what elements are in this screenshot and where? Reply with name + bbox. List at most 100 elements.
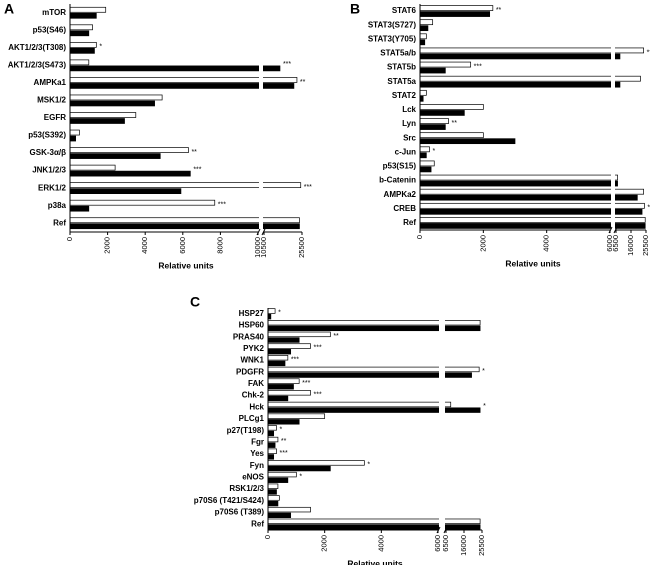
category-label: Chk-2: [242, 391, 265, 400]
x-tick-label: 16000: [459, 535, 468, 556]
bar: [419, 5, 494, 11]
panel: C HSP27 HSP60 PRAS40 PYK2 WNK1 PDGFR FAK Chk-2 Hc…: [190, 294, 486, 565]
bar: [267, 366, 480, 373]
bar: [267, 465, 331, 472]
panel-label: B: [350, 1, 360, 17]
bar: [419, 124, 446, 130]
bar: [267, 489, 277, 495]
x-tick-label: 10000: [253, 237, 262, 258]
x-tick-label: 6000: [178, 237, 187, 254]
bar: [267, 413, 326, 419]
category-label: CREB: [393, 204, 416, 213]
significance: *: [367, 462, 370, 469]
bar: [69, 94, 163, 101]
bar: [419, 152, 427, 159]
category-label: p53(S15): [383, 162, 417, 171]
bar: [419, 11, 491, 17]
bar: [419, 75, 641, 82]
bar: [419, 194, 638, 201]
significance: *: [433, 148, 436, 155]
x-tick-label: 4000: [140, 237, 149, 254]
category-label: STAT3(Y705): [368, 34, 416, 43]
bar: [267, 308, 276, 314]
category-label: p38a: [48, 201, 67, 210]
category-label: p53(S392): [28, 131, 66, 140]
bar: [419, 166, 432, 173]
bar: [419, 61, 472, 68]
bar: [419, 104, 484, 110]
significance: ***: [193, 166, 201, 173]
bar: [267, 495, 280, 501]
bar: [419, 53, 621, 60]
category-label: STAT2: [392, 91, 417, 100]
bar: [267, 395, 289, 402]
category-label: STAT5a: [387, 77, 416, 86]
bar: [267, 448, 277, 454]
significance: ***: [474, 63, 482, 70]
break-mark: [608, 226, 613, 234]
category-label: Ref: [403, 218, 416, 227]
axis-break: [611, 2, 615, 234]
category-label: Lck: [402, 105, 416, 114]
bar: [419, 81, 621, 88]
significance: *: [278, 310, 281, 317]
significance: **: [281, 438, 287, 445]
break-mark: [256, 228, 261, 236]
x-tick-label: 6500: [611, 235, 620, 252]
significance: ***: [304, 184, 312, 191]
bar: [267, 384, 294, 390]
bar: [267, 430, 275, 437]
significance: *: [482, 368, 485, 375]
significance: ***: [280, 450, 288, 457]
axis-break: [259, 2, 263, 236]
bar: [419, 132, 484, 139]
x-tick-label: 6500: [441, 535, 450, 552]
significance: ***: [647, 49, 650, 56]
bar: [69, 164, 116, 171]
bar: [267, 477, 289, 483]
bar: [419, 67, 446, 74]
significance: ***: [283, 61, 291, 68]
significance: *: [483, 403, 486, 410]
category-label: RSK1/2/3: [229, 484, 264, 493]
bar: [69, 135, 76, 142]
bar: [69, 112, 137, 118]
bar: [267, 343, 311, 349]
bar: [69, 153, 161, 159]
significance: **: [333, 333, 339, 340]
x-tick-label: 4000: [376, 535, 385, 552]
significance: **: [191, 149, 197, 156]
category-label: Hck: [249, 402, 264, 411]
category-label: p70S6 (T389): [215, 508, 265, 517]
bar: [419, 146, 430, 153]
category-label: p27(T198): [227, 426, 265, 435]
bar: [267, 349, 292, 355]
category-label: Fgr: [251, 437, 264, 446]
panel-label: C: [190, 294, 200, 310]
bar: [419, 25, 429, 32]
x-axis-label: Relative units: [505, 258, 561, 268]
category-label: Lyn: [402, 119, 416, 128]
bar: [419, 208, 643, 215]
category-label: WNK1: [240, 356, 264, 365]
bar: [69, 30, 90, 37]
category-label: mTOR: [42, 8, 66, 17]
bar: [267, 460, 365, 466]
break-mark: [436, 526, 441, 534]
bar: [419, 118, 449, 124]
x-tick-label: 0: [263, 535, 272, 539]
category-label: Src: [403, 133, 416, 142]
bar: [69, 223, 300, 230]
category-label: STAT5b: [387, 63, 416, 72]
bar: [267, 471, 297, 478]
significance: **: [496, 7, 502, 14]
bar: [267, 419, 300, 425]
bar: [267, 483, 279, 489]
significance: **: [452, 120, 458, 127]
panel-label: A: [4, 1, 14, 17]
category-label: c-Jun: [395, 147, 416, 156]
bar: [419, 33, 427, 40]
bar: [69, 59, 90, 66]
significance: ***: [291, 356, 299, 363]
